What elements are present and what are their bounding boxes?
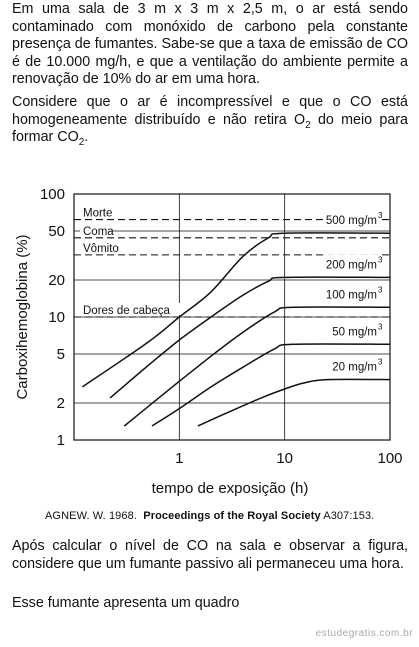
series-curve xyxy=(152,344,390,426)
y-tick-label: 2 xyxy=(57,395,65,412)
y-tick-label: 5 xyxy=(57,346,65,363)
citation: AGNEW. W. 1968. Proceedings of the Royal… xyxy=(45,510,374,522)
y-tick-label: 20 xyxy=(48,272,65,289)
series-label: 20 mg/m xyxy=(332,362,377,374)
series-label: 50 mg/m xyxy=(332,326,377,338)
series-label: 100 mg/m xyxy=(326,289,377,301)
y-axis-label: Carboxihemoglobina (%) xyxy=(14,234,31,399)
citation-ref: A307:153. xyxy=(323,510,374,522)
assumption-text-3: . xyxy=(84,129,88,145)
threshold-label: Dores de cabeça xyxy=(83,305,171,317)
carboxyhemoglobin-chart: Morte Coma Vômito Dores de cabeça 1 10 100 1 2 5… xyxy=(0,178,419,508)
threshold-label: Morte xyxy=(83,208,112,220)
series-label-superscript: 3 xyxy=(378,211,383,220)
citation-journal: Proceedings of the Royal Society xyxy=(143,510,320,522)
series-label: 200 mg/m xyxy=(326,259,377,271)
y-tick-label: 1 xyxy=(57,432,65,449)
y-tick-label: 10 xyxy=(48,309,65,326)
series-label-superscript: 3 xyxy=(378,285,383,294)
series-label: 500 mg/m xyxy=(326,215,377,227)
x-tick-label: 10 xyxy=(276,450,293,467)
series-label-superscript: 3 xyxy=(378,358,383,367)
x-axis-label: tempo de exposição (h) xyxy=(152,480,309,497)
intro-paragraph: Em uma sala de 3 m x 3 m x 2,5 m, o ar e… xyxy=(12,1,408,89)
citation-author: AGNEW. W. 1968. xyxy=(45,510,137,522)
y-tick-label: 50 xyxy=(48,223,65,240)
threshold-label: Vômito xyxy=(83,243,119,255)
site-watermark: estudegratis.com.br xyxy=(316,628,413,639)
series-label-superscript: 3 xyxy=(378,255,383,264)
y-tick-label: 100 xyxy=(40,186,65,203)
series-label-superscript: 3 xyxy=(378,322,383,331)
question-prompt: Esse fumante apresenta um quadro xyxy=(12,595,408,613)
threshold-label: Coma xyxy=(83,226,114,238)
question-paragraph: Após calcular o nível de CO na sala e ob… xyxy=(12,538,408,573)
x-tick-label: 1 xyxy=(175,450,183,467)
assumption-paragraph: Considere que o ar é incompressível e qu… xyxy=(12,94,408,147)
x-tick-label: 100 xyxy=(377,450,402,467)
